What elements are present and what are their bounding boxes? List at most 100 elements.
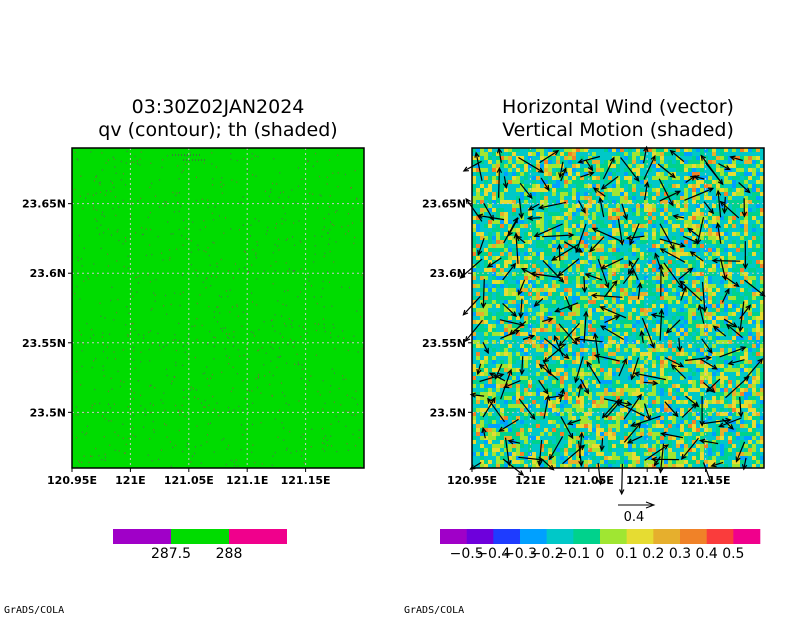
shading-cell xyxy=(660,212,664,216)
shading-cell xyxy=(700,264,704,268)
shading-cell xyxy=(596,228,600,232)
shading-cell xyxy=(660,224,664,228)
shading-cell xyxy=(740,256,744,260)
shading-cell xyxy=(516,280,520,284)
shading-cell xyxy=(504,208,508,212)
contour-speckle xyxy=(230,158,232,161)
shading-cell xyxy=(632,340,636,344)
shading-cell xyxy=(652,208,656,212)
shading-cell xyxy=(476,268,480,272)
contour-speckle xyxy=(150,228,152,231)
shading-cell xyxy=(680,292,684,296)
shading-cell xyxy=(564,340,568,344)
shading-cell xyxy=(636,240,640,244)
contour-speckle xyxy=(326,176,328,178)
shading-cell xyxy=(712,252,716,256)
shading-cell xyxy=(652,160,656,164)
shading-cell xyxy=(568,204,572,208)
shading-cell xyxy=(756,196,760,200)
shading-cell xyxy=(576,192,580,196)
shading-cell xyxy=(720,276,724,280)
shading-cell xyxy=(600,332,604,336)
shading-cell xyxy=(700,296,704,300)
contour-speckle xyxy=(213,451,215,453)
shading-cell xyxy=(572,352,576,356)
shading-cell xyxy=(488,248,492,252)
contour-speckle xyxy=(276,366,278,368)
shading-cell xyxy=(532,176,536,180)
shading-cell xyxy=(528,340,532,344)
shading-cell xyxy=(660,252,664,256)
contour-speckle xyxy=(250,224,252,226)
shading-cell xyxy=(692,164,696,168)
shading-cell xyxy=(648,332,652,336)
shading-cell xyxy=(736,260,740,264)
shading-cell xyxy=(568,336,572,340)
shading-cell xyxy=(640,256,644,260)
shading-cell xyxy=(740,232,744,236)
shading-cell xyxy=(556,256,560,260)
contour-speckle xyxy=(79,298,81,300)
contour-speckle xyxy=(295,202,297,204)
shading-cell xyxy=(620,356,624,360)
shading-cell xyxy=(532,320,536,324)
contour-speckle xyxy=(212,241,214,244)
shading-cell xyxy=(484,356,488,360)
shading-cell xyxy=(680,328,684,332)
shading-cell xyxy=(600,220,604,224)
shading-cell xyxy=(484,332,488,336)
shading-cell xyxy=(572,232,576,236)
shading-cell xyxy=(684,348,688,352)
shading-cell xyxy=(760,260,764,264)
shading-cell xyxy=(560,240,564,244)
shading-cell xyxy=(592,256,596,260)
shading-cell xyxy=(556,236,560,240)
shading-cell xyxy=(584,276,588,280)
shading-cell xyxy=(760,248,764,252)
shading-cell xyxy=(712,204,716,208)
shading-cell xyxy=(572,212,576,216)
shading-cell xyxy=(748,284,752,288)
shading-cell xyxy=(676,160,680,164)
shading-cell xyxy=(720,224,724,228)
shading-cell xyxy=(516,196,520,200)
shading-cell xyxy=(628,276,632,280)
shading-cell xyxy=(596,308,600,312)
shading-cell xyxy=(688,348,692,352)
contour-speckle xyxy=(265,190,266,192)
shading-cell xyxy=(556,156,560,160)
shading-cell xyxy=(532,324,536,328)
contour-speckle xyxy=(324,435,326,437)
shading-cell xyxy=(724,296,728,300)
shading-cell xyxy=(740,324,744,328)
contour-speckle xyxy=(148,331,150,333)
shading-cell xyxy=(720,228,724,232)
contour-speckle xyxy=(227,336,228,338)
shading-cell xyxy=(656,312,660,316)
shading-cell xyxy=(624,264,628,268)
shading-cell xyxy=(644,152,648,156)
shading-cell xyxy=(724,324,728,328)
shading-cell xyxy=(608,200,612,204)
shading-cell xyxy=(588,168,592,172)
contour-speckle xyxy=(116,231,118,233)
shading-cell xyxy=(728,256,732,260)
contour-speckle xyxy=(86,275,88,278)
contour-speckle xyxy=(361,347,363,350)
contour-speckle xyxy=(218,295,220,297)
shading-cell xyxy=(744,284,748,288)
contour-speckle xyxy=(175,339,176,341)
contour-speckle xyxy=(149,385,151,387)
shading-cell xyxy=(524,240,528,244)
shading-cell xyxy=(636,260,640,264)
shading-cell xyxy=(580,368,584,372)
shading-cell xyxy=(484,232,488,236)
shading-cell xyxy=(508,324,512,328)
shading-cell xyxy=(756,280,760,284)
shading-cell xyxy=(672,336,676,340)
shading-cell xyxy=(580,320,584,324)
shading-cell xyxy=(744,248,748,252)
shading-cell xyxy=(564,260,568,264)
shading-cell xyxy=(476,220,480,224)
shading-cell xyxy=(532,308,536,312)
